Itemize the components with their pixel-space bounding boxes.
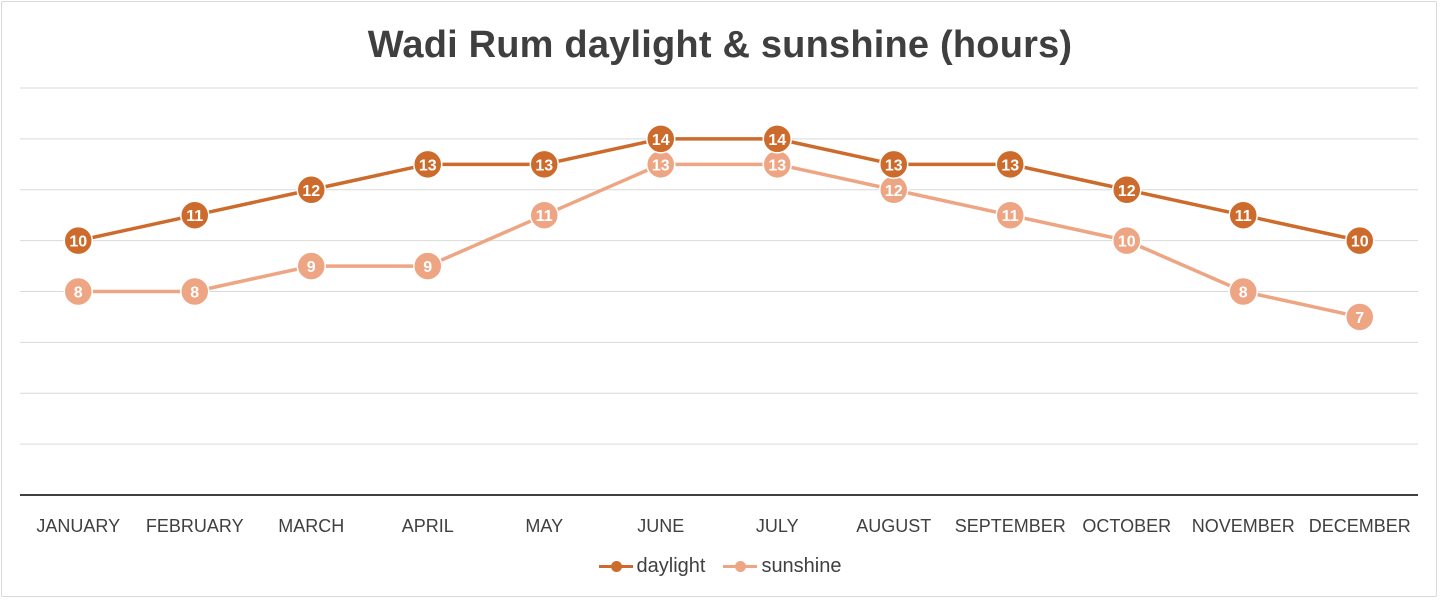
data-label-sunshine: 8	[190, 285, 199, 302]
data-label-daylight: 11	[186, 208, 203, 225]
data-label-sunshine: 10	[1118, 234, 1136, 251]
legend-label-sunshine: sunshine	[761, 554, 842, 577]
x-tick-label: APRIL	[402, 516, 454, 536]
data-label-sunshine: 7	[1355, 310, 1364, 327]
x-tick-label: JANUARY	[36, 516, 120, 536]
legend-marker-daylight	[610, 561, 622, 572]
data-point-daylight	[413, 149, 443, 180]
data-point-daylight	[180, 200, 210, 230]
data-label-sunshine: 8	[74, 285, 83, 302]
data-label-daylight: 12	[1118, 183, 1136, 200]
data-label-sunshine: 11	[536, 208, 553, 225]
data-label-daylight: 13	[419, 157, 437, 174]
data-point-sunshine	[529, 200, 559, 230]
data-label-daylight: 13	[535, 157, 553, 174]
data-point-sunshine	[1345, 302, 1375, 332]
x-tick-label: DECEMBER	[1309, 516, 1411, 536]
legend-swatch-daylight	[598, 554, 633, 578]
data-label-daylight: 10	[69, 234, 87, 251]
data-label-sunshine: 9	[423, 259, 432, 276]
data-point-daylight	[646, 124, 676, 154]
legend-item-sunshine: sunshine	[723, 554, 842, 578]
legend-label-daylight: daylight	[636, 554, 706, 577]
series-line-daylight	[77, 137, 1361, 243]
data-point-sunshine	[63, 276, 93, 307]
x-tick-label: AUGUST	[856, 516, 931, 536]
data-label-sunshine: 11	[1002, 208, 1019, 225]
data-label-sunshine: 9	[307, 259, 316, 276]
x-tick-label: JUNE	[637, 516, 684, 536]
data-label-daylight: 10	[1351, 234, 1369, 251]
x-tick-label: MARCH	[278, 516, 344, 536]
data-label-daylight: 13	[1001, 157, 1019, 174]
x-tick-label: FEBRUARY	[146, 516, 244, 536]
data-point-daylight	[1345, 225, 1375, 256]
x-tick-label: NOVEMBER	[1192, 516, 1295, 536]
data-point-sunshine	[995, 200, 1025, 230]
chart-title: Wadi Rum daylight & sunshine (hours)	[367, 24, 1073, 66]
data-point-sunshine	[413, 251, 443, 281]
data-point-sunshine	[296, 251, 326, 281]
data-label-sunshine: 12	[885, 183, 903, 200]
data-label-daylight: 14	[652, 132, 670, 149]
data-label-daylight: 13	[885, 157, 903, 174]
data-point-daylight	[762, 124, 792, 154]
data-label-daylight: 14	[768, 132, 786, 149]
data-point-daylight	[1228, 200, 1258, 230]
legend-swatch-sunshine	[723, 554, 758, 578]
series-line-sunshine	[78, 162, 1361, 319]
chart-legend: daylight sunshine	[0, 554, 1440, 578]
data-point-sunshine	[1112, 225, 1142, 256]
data-point-daylight	[995, 149, 1025, 180]
data-point-sunshine	[1228, 276, 1258, 307]
data-point-daylight	[63, 225, 93, 256]
data-point-daylight	[879, 149, 909, 180]
data-label-sunshine: 13	[652, 157, 670, 174]
x-tick-label: SEPTEMBER	[955, 516, 1066, 536]
data-label-sunshine: 13	[768, 157, 786, 174]
data-point-daylight	[529, 149, 559, 180]
data-label-daylight: 11	[1235, 208, 1252, 225]
legend-item-daylight: daylight	[598, 554, 706, 578]
legend-marker-sunshine	[735, 561, 747, 572]
x-tick-label: JULY	[756, 516, 799, 536]
data-point-daylight	[296, 175, 326, 205]
x-tick-label: MAY	[525, 516, 563, 536]
data-label-sunshine: 8	[1239, 285, 1248, 302]
data-point-daylight	[1112, 175, 1142, 205]
x-tick-label: OCTOBER	[1082, 516, 1171, 536]
data-label-daylight: 12	[302, 183, 320, 200]
data-point-sunshine	[180, 276, 210, 307]
